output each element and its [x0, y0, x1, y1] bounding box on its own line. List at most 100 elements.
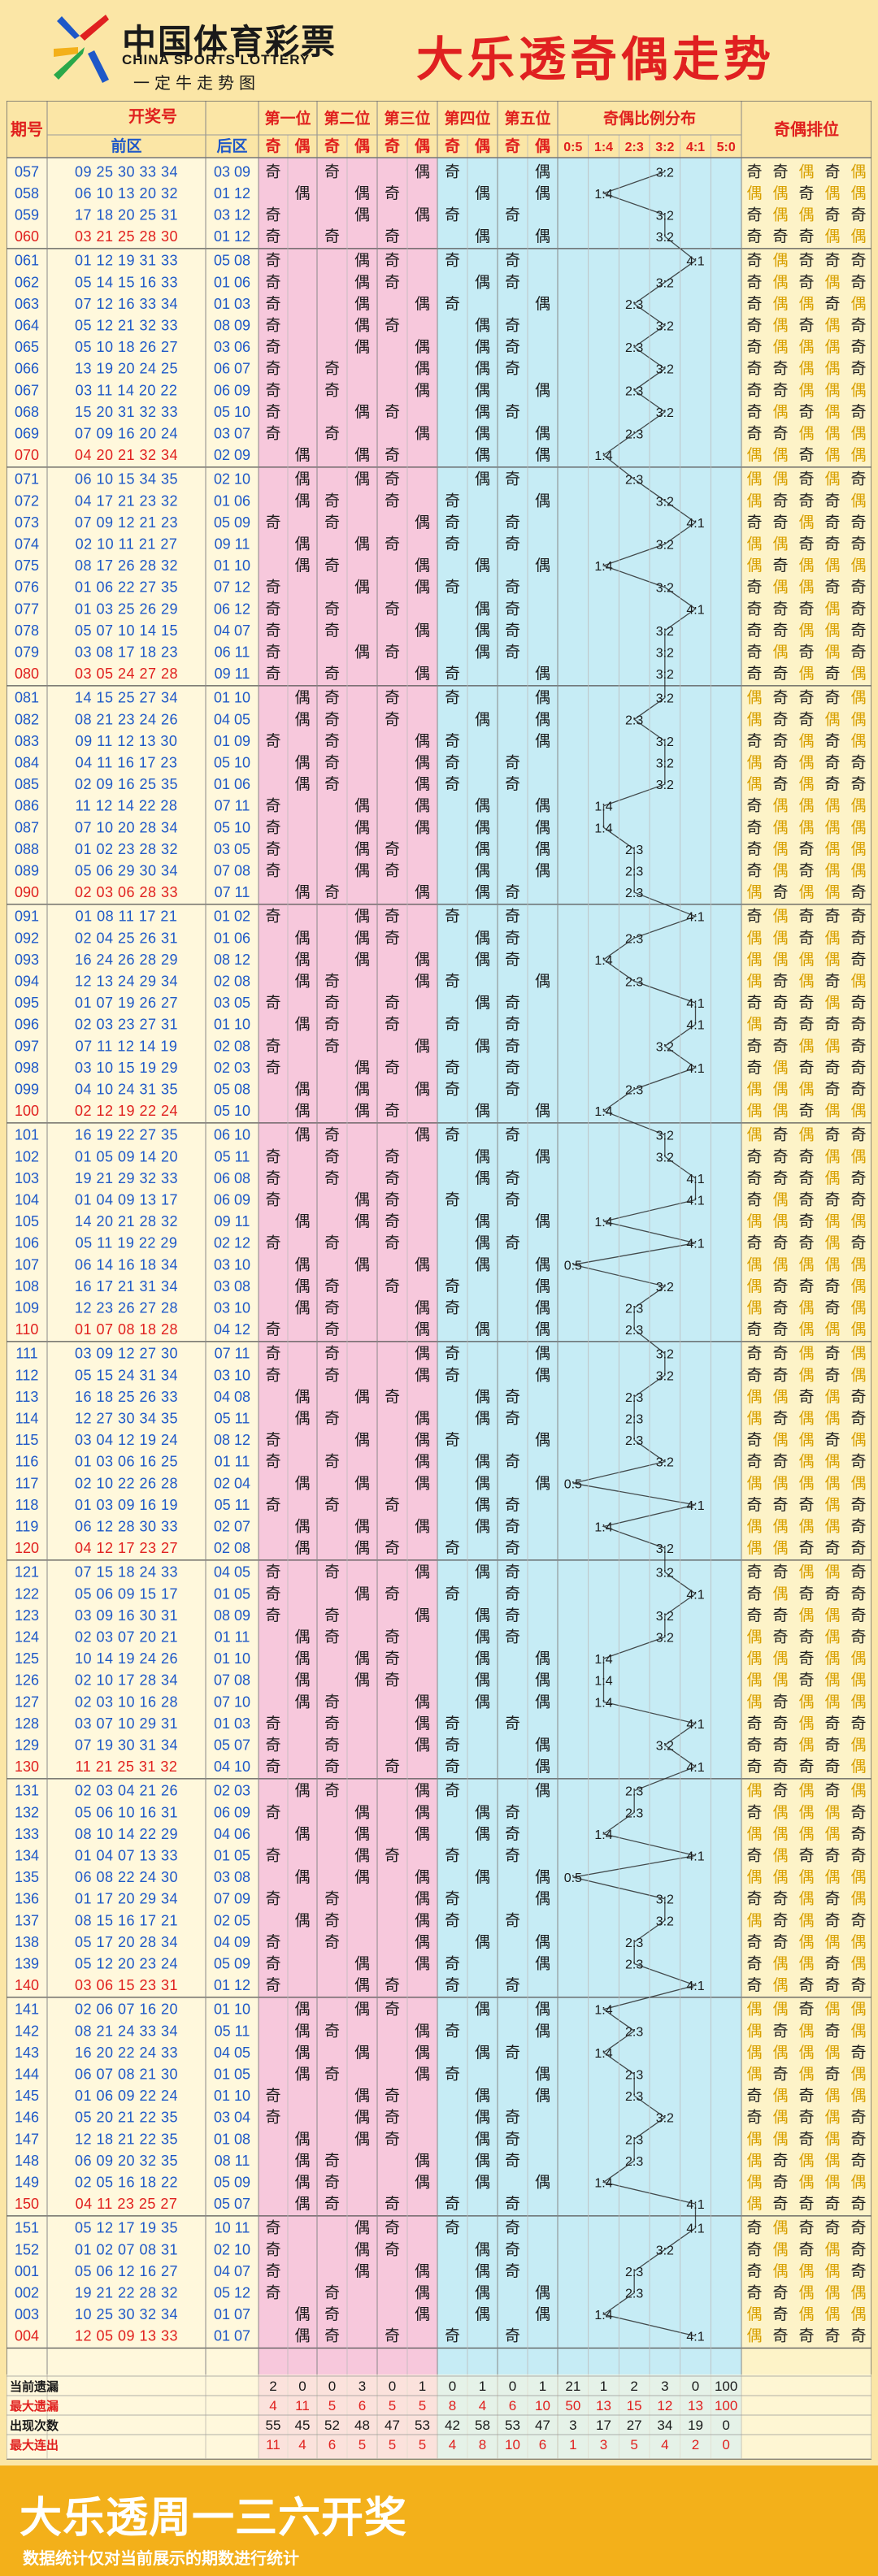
front-numbers: 12 13 24 29 34: [75, 974, 178, 990]
odd-mark: 奇: [505, 514, 520, 531]
issue-number: 121: [15, 1564, 39, 1581]
stat-value: 6: [359, 2398, 366, 2413]
ratio-value: 3:2: [656, 1740, 674, 1754]
back-numbers: 02 08: [214, 1540, 250, 1556]
even-mark: 偶: [415, 1474, 430, 1492]
position-header: 第四位: [444, 109, 490, 128]
odd-mark: 奇: [324, 710, 340, 728]
issue-number: 113: [15, 1389, 39, 1405]
even-mark: 偶: [415, 1782, 430, 1800]
ratio-value: 2:3: [625, 2090, 643, 2104]
order-mark: 偶: [772, 1059, 788, 1077]
order-mark: 奇: [746, 818, 762, 836]
back-numbers: 01 03: [214, 296, 250, 312]
odd-mark: 奇: [505, 1911, 520, 1929]
even-mark: 偶: [475, 818, 490, 836]
back-numbers: 01 06: [214, 776, 250, 792]
order-mark: 奇: [746, 1955, 762, 1973]
order-mark: 奇: [824, 536, 840, 553]
odd-mark: 奇: [265, 1345, 280, 1363]
order-mark: 偶: [772, 2240, 788, 2258]
order-mark: 奇: [850, 206, 866, 224]
order-mark: 奇: [746, 163, 762, 180]
order-mark: 奇: [798, 689, 814, 707]
even-mark: 偶: [415, 1345, 430, 1363]
stat-value: 5: [419, 2437, 426, 2452]
order-mark: 奇: [850, 600, 866, 618]
odd-mark: 奇: [505, 2130, 520, 2148]
even-mark: 偶: [294, 1693, 310, 1711]
order-mark: 偶: [824, 557, 840, 575]
even-mark: 偶: [475, 1234, 490, 1252]
issue-number: 131: [15, 1783, 39, 1799]
order-mark: 偶: [824, 273, 840, 291]
order-mark: 偶: [824, 840, 840, 858]
ratio-header: 3:2: [655, 141, 674, 154]
order-mark: 奇: [772, 2284, 788, 2302]
even-mark: 偶: [475, 381, 490, 399]
order-mark: 奇: [772, 1277, 788, 1295]
stat-value: 52: [324, 2418, 340, 2433]
even-mark: 偶: [415, 2305, 430, 2323]
front-numbers: 02 06 07 16 20: [75, 2001, 178, 2018]
back-numbers: 02 04: [214, 1475, 250, 1491]
order-mark: 偶: [824, 1212, 840, 1230]
even-mark: 偶: [294, 883, 310, 901]
ratio-value: 1:4: [594, 2004, 612, 2018]
back-numbers: 02 12: [214, 1235, 250, 1251]
odd-mark: 奇: [265, 1607, 280, 1624]
front-numbers: 05 12 21 32 33: [75, 318, 178, 334]
even-mark: 偶: [535, 1345, 550, 1363]
back-numbers: 05 08: [214, 1082, 250, 1098]
odd-mark: 奇: [445, 1277, 460, 1295]
odd-mark: 奇: [385, 1628, 400, 1646]
front-numbers: 07 15 18 24 33: [75, 1564, 178, 1581]
even-header: 偶: [354, 137, 370, 155]
even-mark: 偶: [475, 1102, 490, 1120]
odd-mark: 奇: [265, 1890, 280, 1908]
order-mark: 偶: [824, 2130, 840, 2148]
odd-mark: 奇: [324, 754, 340, 772]
even-mark: 偶: [475, 1169, 490, 1187]
stat-value: 13: [596, 2398, 611, 2413]
order-mark: 奇: [824, 1345, 840, 1363]
order-mark: 偶: [850, 1474, 866, 1492]
back-numbers: 04 12: [214, 1321, 250, 1338]
odd-mark: 奇: [445, 163, 460, 180]
even-mark: 偶: [294, 1016, 310, 1034]
back-numbers: 07 08: [214, 863, 250, 879]
issue-number: 110: [15, 1321, 39, 1338]
odd-mark: 奇: [265, 1585, 280, 1602]
ratio-value: 3:2: [656, 406, 674, 420]
issue-number: 066: [15, 361, 39, 377]
back-numbers: 01 03: [214, 1715, 250, 1732]
issue-number: 142: [15, 2023, 39, 2039]
order-mark: 偶: [772, 929, 788, 947]
even-mark: 偶: [294, 1388, 310, 1406]
order-mark: 偶: [824, 1321, 840, 1338]
odd-mark: 奇: [445, 1911, 460, 1929]
order-mark: 偶: [772, 317, 788, 335]
order-mark: 奇: [824, 295, 840, 313]
stat-value: 55: [266, 2418, 281, 2433]
even-mark: 偶: [475, 1255, 490, 1273]
front-numbers: 05 06 29 30 34: [75, 863, 178, 879]
order-mark: 偶: [824, 883, 840, 901]
even-mark: 偶: [294, 1410, 310, 1428]
odd-mark: 奇: [385, 184, 400, 202]
stat-value: 4: [298, 2437, 306, 2452]
even-mark: 偶: [294, 2195, 310, 2213]
even-mark: 偶: [354, 840, 370, 858]
order-mark: 偶: [798, 1299, 814, 1317]
issue-number: 105: [15, 1213, 39, 1229]
order-mark: 奇: [850, 1037, 866, 1055]
order-mark: 偶: [798, 206, 814, 224]
order-mark: 偶: [850, 2066, 866, 2084]
order-mark: 奇: [746, 1976, 762, 1994]
odd-mark: 奇: [265, 862, 280, 880]
front-numbers: 12 18 21 22 35: [75, 2131, 178, 2147]
issue-number: 091: [15, 909, 39, 925]
back-numbers: 01 11: [215, 1454, 250, 1470]
back-numbers: 02 03: [214, 1783, 250, 1799]
stat-value: 1: [569, 2437, 576, 2452]
